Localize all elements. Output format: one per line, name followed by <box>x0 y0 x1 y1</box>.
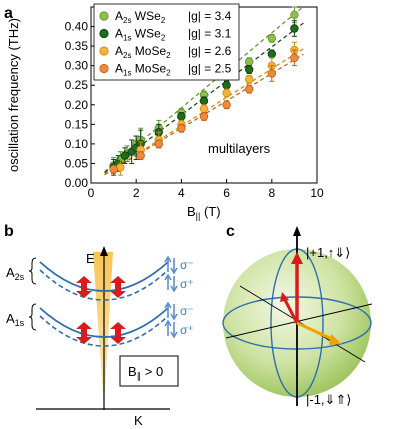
a1s-upper-band <box>39 307 169 338</box>
a1s-brace <box>28 303 37 331</box>
legend-marker <box>99 28 109 39</box>
panel-label-a: a <box>4 5 13 22</box>
frequency-chart: 0 2 4 6 8 10 0.00 0.05 0.10 0.15 0.20 0.25 0.30 0.35… <box>6 3 324 221</box>
data-point <box>290 24 299 33</box>
data-point <box>244 75 254 84</box>
y-tick-label: 0.40 <box>65 20 89 34</box>
legend-label: A2s WSe2 <box>115 9 166 25</box>
a2s-brace <box>28 257 37 285</box>
y-axis-label: oscillation frequency (THz) <box>6 18 21 172</box>
legend-label: A1s MoSe2 <box>115 62 171 78</box>
data-point <box>199 112 209 121</box>
data-point <box>199 104 209 113</box>
legend-box <box>93 3 240 81</box>
y-tick-label: 0.05 <box>65 156 89 170</box>
y-tick-label: 0.25 <box>65 78 89 92</box>
red-vector-tilted <box>282 297 299 324</box>
legend-marker <box>99 46 109 56</box>
yellow-vector <box>296 321 335 342</box>
data-point <box>244 84 254 94</box>
light-beam <box>93 252 113 408</box>
bloch-sphere: |+1,↑⇓⟩ |-1,⇓⇑⟩ <box>222 226 373 407</box>
a2s-upper-band <box>39 261 169 292</box>
legend-marker <box>99 63 109 74</box>
x-axis-label: B|| (T) <box>187 204 221 221</box>
data-point <box>222 81 231 90</box>
data-point <box>290 10 299 20</box>
legend-label: A2s MoSe2 <box>115 44 171 60</box>
y-tick-label: 0.35 <box>65 39 89 53</box>
data-point <box>120 151 130 160</box>
red-transition-arrows <box>76 276 126 344</box>
data-point <box>154 139 163 149</box>
x-tick-label: 6 <box>223 186 230 200</box>
legend-g-factor: |g| = 3.1 <box>188 27 232 41</box>
y-tick-label: 0.10 <box>65 137 89 151</box>
data-point <box>290 53 299 63</box>
a2s-label: A2s <box>6 265 25 282</box>
energy-axis-arrowhead <box>100 246 108 256</box>
data-point <box>136 151 145 160</box>
y-tick-label: 0.30 <box>65 59 89 73</box>
top-state-label: |+1,↑⇓⟩ <box>306 245 350 260</box>
a2s-lower-band <box>39 269 169 301</box>
panel-label-b: b <box>4 223 14 240</box>
y-ticks: 0.00 0.05 0.10 0.15 0.20 0.25 0.30 0.35 0.40 <box>65 20 95 190</box>
x-tick-label: 0 <box>88 186 95 200</box>
data-point <box>267 34 276 43</box>
bottom-state-label: |-1,⇓⇑⟩ <box>306 392 351 407</box>
z-axis-arrowhead <box>293 226 301 236</box>
data-points <box>109 6 299 176</box>
a1s-label: A1s <box>6 311 25 328</box>
x-tick-label: 2 <box>133 186 140 200</box>
sigma-minus-a2s: σ⁻ <box>180 258 194 272</box>
panel-label-c: c <box>226 223 235 240</box>
legend-g-factor: |g| = 2.5 <box>188 62 232 76</box>
legend-g-factor: |g| = 3.4 <box>188 9 232 23</box>
sigma-plus-a2s: σ⁺ <box>180 277 194 291</box>
yellow-vector-head <box>329 334 342 345</box>
field-condition-label: B∥ > 0 <box>128 364 163 381</box>
x-tick-label: 8 <box>268 186 275 200</box>
x-ticks: 0 2 4 6 8 10 <box>88 179 324 200</box>
a1s-lower-band <box>39 315 169 347</box>
field-condition-box <box>119 355 179 387</box>
red-tilted-head <box>280 292 289 302</box>
data-point <box>177 112 186 121</box>
legend: A2s WSe2 |g| = 3.4 A1s WSe2 |g| = 3.1 A2s Mo… <box>93 3 240 81</box>
annotation-multilayers: multilayers <box>208 141 271 156</box>
legend-g-factor: |g| = 2.6 <box>188 44 232 58</box>
x-tick-label: 10 <box>310 186 324 200</box>
data-point <box>244 57 254 66</box>
y-tick-label: 0.00 <box>65 176 89 190</box>
data-point <box>222 88 231 98</box>
data-point <box>177 124 186 133</box>
energy-axis-label: E <box>86 251 95 266</box>
data-point <box>109 165 118 174</box>
data-point <box>222 100 231 109</box>
y-tick-label: 0.20 <box>65 98 89 112</box>
sigma-minus-a1s: σ⁻ <box>180 304 194 318</box>
energy-diagram: E K A2s A1s <box>6 246 194 428</box>
x-tick-label: 4 <box>178 186 185 200</box>
data-point <box>199 96 209 106</box>
momentum-axis-label: K <box>134 413 143 428</box>
legend-label: A1s WSe2 <box>115 27 166 43</box>
data-point <box>267 49 276 59</box>
y-tick-label: 0.15 <box>65 117 89 131</box>
sigma-plus-a1s: σ⁺ <box>180 323 194 337</box>
legend-marker <box>99 11 109 21</box>
spin-arrows <box>164 255 178 339</box>
y-axis-line <box>225 303 373 339</box>
red-vector-head <box>291 252 303 264</box>
data-point <box>244 65 254 74</box>
data-point <box>267 69 276 78</box>
